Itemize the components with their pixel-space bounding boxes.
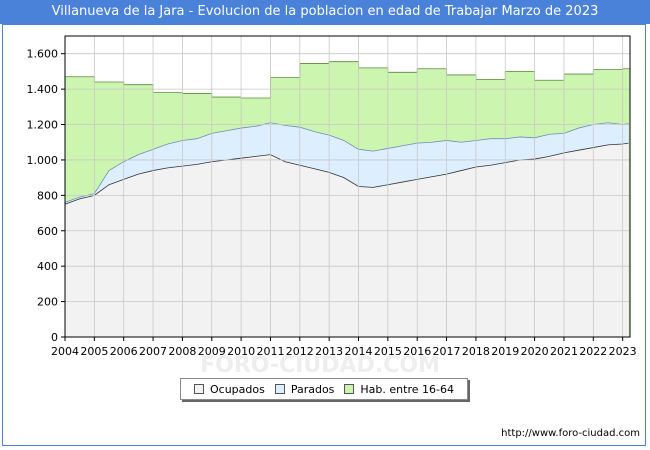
- plot-border: [64, 35, 631, 338]
- y-tick-label: 1.400: [27, 83, 59, 96]
- x-tick-label: 2017: [433, 345, 461, 358]
- y-tick-label: 1.000: [27, 154, 59, 167]
- x-tick-label: 2016: [403, 345, 431, 358]
- y-tick-label: 0: [51, 331, 58, 344]
- legend-item-ocupados: Ocupados: [193, 382, 265, 396]
- x-tick-label: 2021: [550, 345, 578, 358]
- x-tick-label: 2019: [491, 345, 519, 358]
- series-ocupados-fill: [65, 143, 629, 337]
- x-tick-label: 2014: [345, 345, 373, 358]
- y-tick-label: 600: [37, 225, 58, 238]
- legend-swatch-hab: [344, 384, 355, 394]
- x-tick-label: 2012: [286, 345, 314, 358]
- x-tick-label: 2011: [256, 345, 284, 358]
- chart-frame: [2, 24, 646, 446]
- y-tick-label: 400: [37, 260, 58, 273]
- x-tick-label: 2004: [51, 345, 79, 358]
- source-url: http://www.foro-ciudad.com: [501, 428, 640, 439]
- x-tick-label: 2023: [609, 345, 637, 358]
- legend-label-ocupados: Ocupados: [209, 382, 265, 396]
- series-parados-line: [64, 122, 629, 203]
- chart-title: Villanueva de la Jara - Evolucion de la …: [0, 0, 650, 24]
- legend-swatch-ocupados: [193, 384, 204, 394]
- legend-label-parados: Parados: [290, 382, 335, 396]
- y-tick-label: 200: [37, 296, 58, 309]
- legend-label-hab: Hab. entre 16-64: [360, 382, 454, 396]
- chart-legend: Ocupados Parados Hab. entre 16-64: [180, 378, 468, 400]
- x-tick-label: 2010: [227, 345, 255, 358]
- series-ocupados-line: [64, 142, 629, 205]
- y-tick-label: 1.200: [27, 119, 59, 132]
- x-tick-label: 2006: [110, 345, 138, 358]
- x-tick-label: 2020: [521, 345, 549, 358]
- x-tick-label: 2018: [462, 345, 490, 358]
- legend-swatch-parados: [274, 384, 285, 394]
- x-tick-label: 2013: [315, 345, 343, 358]
- x-tick-label: 2015: [374, 345, 402, 358]
- legend-item-hab: Hab. entre 16-64: [344, 383, 454, 396]
- x-tick-label: 2008: [168, 345, 196, 358]
- y-tick-label: 800: [37, 189, 58, 202]
- watermark: FORO-CIUDAD.COM: [200, 353, 440, 378]
- x-tick-label: 2007: [139, 345, 167, 358]
- x-tick-label: 2005: [80, 345, 108, 358]
- legend-item-parados: Parados: [274, 382, 335, 396]
- x-tick-label: 2009: [198, 345, 226, 358]
- x-tick-label: 2022: [579, 345, 607, 358]
- y-tick-label: 1.600: [27, 48, 59, 61]
